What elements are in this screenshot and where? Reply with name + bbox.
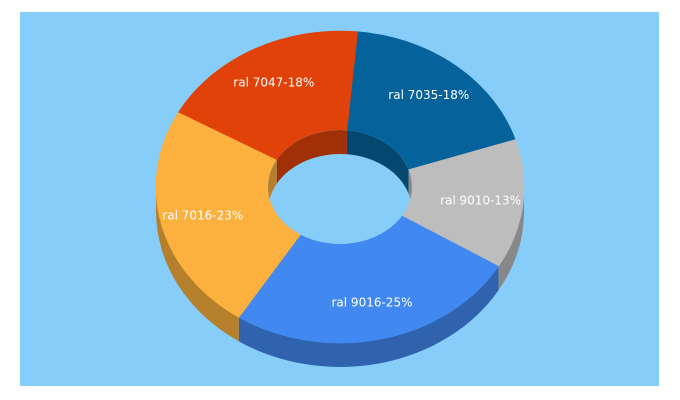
slice-label-2: ral 9010-13% [440,193,521,207]
slice-side-3 [238,266,499,367]
slice-labels: ral 7035-18% ral 9010-13% ral 9016-25% ral … [162,75,521,309]
donut-depth-layer [156,187,525,367]
slice-label-4: ral 7016-23% [162,209,243,223]
slice-inner-side-5 [276,130,347,184]
donut-slices [155,30,525,344]
slice-label-1: ral 7035-18% [388,88,469,102]
slice-label-5: ral 7047-18% [233,75,314,89]
donut-hole [268,130,412,244]
slice-side-2 [498,187,525,291]
slice-inner-side-1 [346,130,409,194]
slice-side-4 [156,187,239,342]
slice-label-3: ral 9016-25% [332,295,413,309]
slice-inner-side-4 [268,159,277,211]
